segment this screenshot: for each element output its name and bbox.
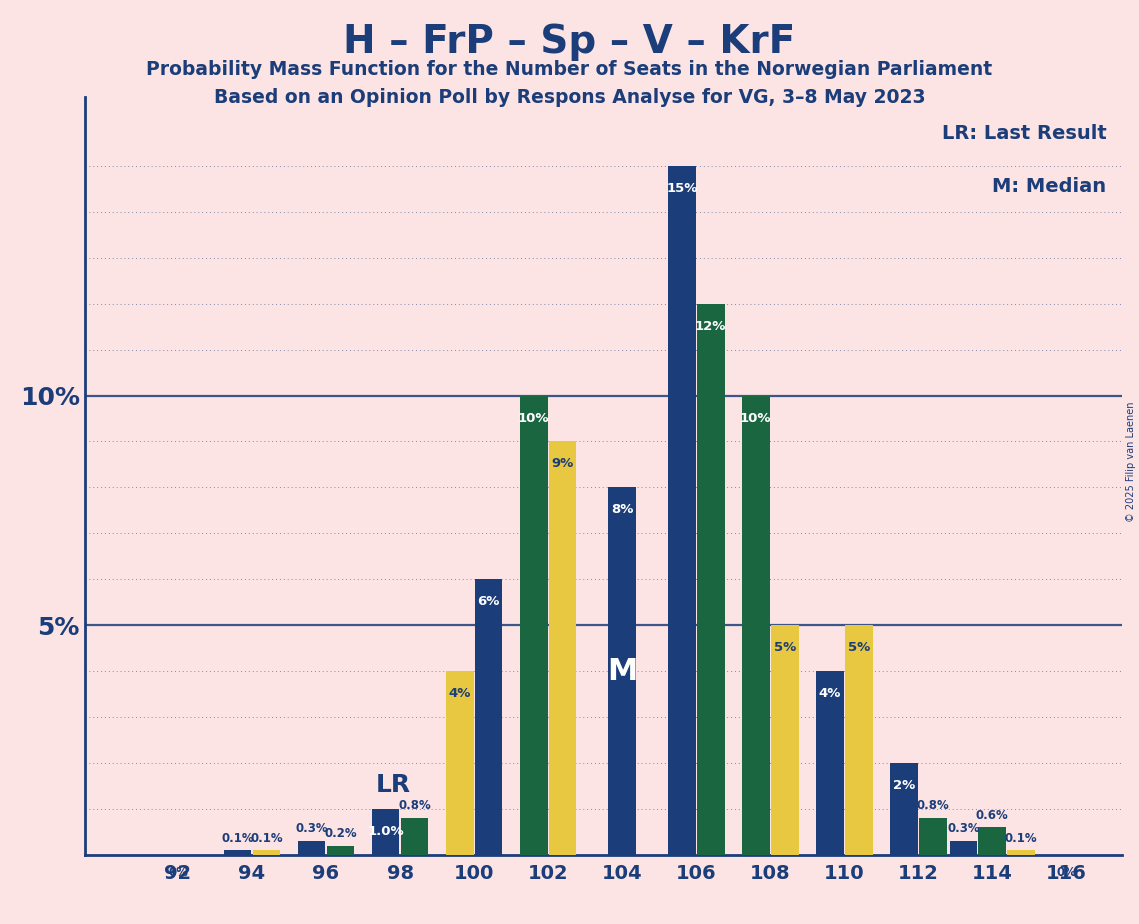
- Text: LR: Last Result: LR: Last Result: [942, 124, 1106, 142]
- Text: 0.8%: 0.8%: [917, 799, 949, 812]
- Text: 0.3%: 0.3%: [948, 822, 980, 835]
- Text: 0.8%: 0.8%: [399, 799, 431, 812]
- Bar: [475, 579, 502, 855]
- Text: 0.1%: 0.1%: [221, 832, 254, 845]
- Bar: [978, 827, 1006, 855]
- Bar: [223, 850, 252, 855]
- Text: 0.2%: 0.2%: [325, 827, 357, 840]
- Text: 10%: 10%: [518, 411, 549, 424]
- Text: 12%: 12%: [695, 320, 727, 333]
- Text: 0.1%: 0.1%: [1005, 832, 1038, 845]
- Text: 4%: 4%: [449, 687, 470, 700]
- Text: 2%: 2%: [893, 779, 915, 792]
- Text: 1.0%: 1.0%: [367, 825, 404, 838]
- Text: LR: LR: [376, 773, 411, 797]
- Text: M: M: [607, 657, 638, 686]
- Bar: [845, 626, 872, 855]
- Bar: [667, 166, 696, 855]
- Text: Based on an Opinion Poll by Respons Analyse for VG, 3–8 May 2023: Based on an Opinion Poll by Respons Anal…: [214, 88, 925, 107]
- Text: 0.3%: 0.3%: [295, 822, 328, 835]
- Bar: [371, 808, 400, 855]
- Bar: [297, 841, 326, 855]
- Text: 4%: 4%: [819, 687, 841, 700]
- Text: 10%: 10%: [740, 411, 771, 424]
- Bar: [741, 395, 770, 855]
- Bar: [771, 626, 798, 855]
- Text: 15%: 15%: [666, 182, 697, 195]
- Text: 5%: 5%: [773, 641, 796, 654]
- Text: M: Median: M: Median: [992, 176, 1106, 196]
- Text: 0%: 0%: [169, 866, 188, 879]
- Bar: [327, 845, 354, 855]
- Bar: [608, 487, 636, 855]
- Text: 9%: 9%: [551, 457, 574, 470]
- Bar: [950, 841, 977, 855]
- Bar: [519, 395, 548, 855]
- Bar: [919, 818, 947, 855]
- Text: 5%: 5%: [847, 641, 870, 654]
- Bar: [549, 442, 576, 855]
- Text: 0.1%: 0.1%: [251, 832, 282, 845]
- Bar: [445, 671, 474, 855]
- Text: 0%: 0%: [1057, 866, 1076, 879]
- Bar: [253, 850, 280, 855]
- Bar: [401, 818, 428, 855]
- Text: H – FrP – Sp – V – KrF: H – FrP – Sp – V – KrF: [343, 23, 796, 61]
- Bar: [1007, 850, 1035, 855]
- Bar: [697, 304, 724, 855]
- Text: 8%: 8%: [611, 504, 633, 517]
- Text: 6%: 6%: [477, 595, 500, 608]
- Bar: [816, 671, 844, 855]
- Bar: [890, 763, 918, 855]
- Text: Probability Mass Function for the Number of Seats in the Norwegian Parliament: Probability Mass Function for the Number…: [147, 60, 992, 79]
- Text: 0.6%: 0.6%: [976, 808, 1009, 821]
- Text: © 2025 Filip van Laenen: © 2025 Filip van Laenen: [1126, 402, 1136, 522]
